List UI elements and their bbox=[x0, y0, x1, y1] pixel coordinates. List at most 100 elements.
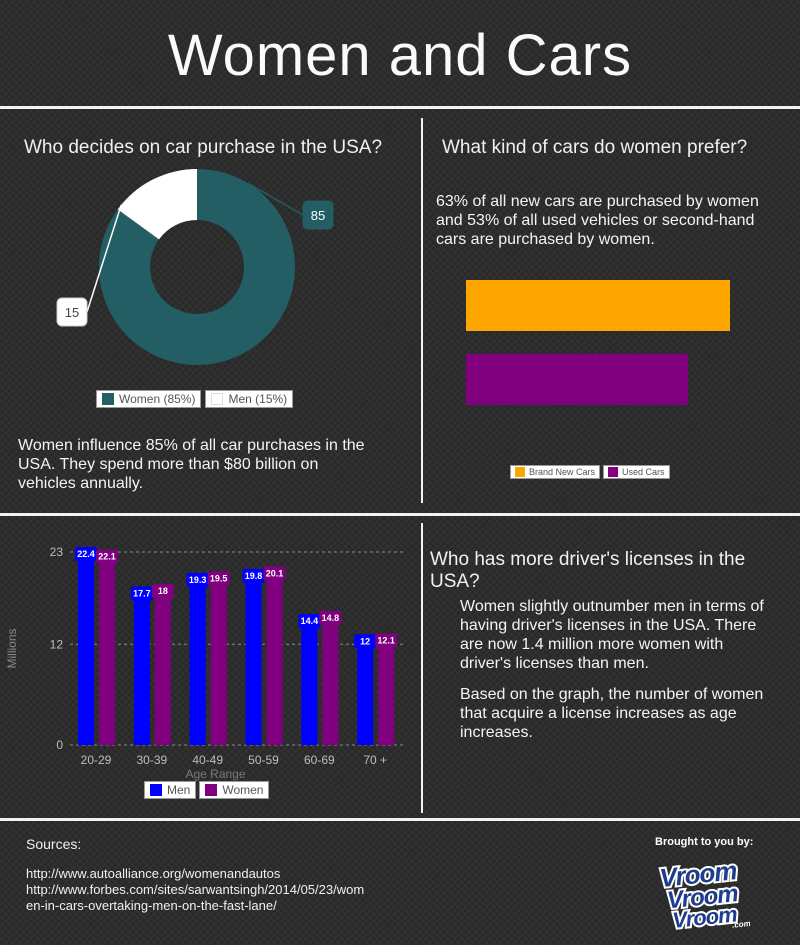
legend-label-women: Women (85%) bbox=[119, 392, 196, 406]
divider-vertical-lower bbox=[421, 523, 423, 813]
data-label-box bbox=[75, 547, 97, 562]
data-label-box bbox=[298, 614, 321, 629]
legend-swatch-women-series bbox=[205, 784, 218, 796]
license-legend: Men Women bbox=[144, 781, 270, 799]
bar-women-20-29 bbox=[99, 559, 115, 745]
legend-swatch-women bbox=[102, 393, 114, 405]
data-label-women: 22.1 bbox=[98, 552, 116, 562]
bar-women-70 bbox=[378, 643, 395, 745]
sources-heading: Sources: bbox=[26, 836, 82, 852]
donut-callout-box-women bbox=[302, 200, 334, 230]
divider-middle bbox=[0, 513, 800, 516]
bar-men-70 bbox=[357, 644, 374, 745]
vroom-logo[interactable]: Vroom Vroom Vroom .com bbox=[650, 855, 750, 933]
license-heading: Who has more driver's licenses in the US… bbox=[430, 549, 746, 592]
data-label-men: 19.3 bbox=[189, 575, 207, 585]
data-label-women: 14.8 bbox=[322, 613, 340, 623]
legend-item-new-cars: Brand New Cars bbox=[510, 465, 601, 479]
pref-bar-new-cars bbox=[466, 280, 730, 331]
divider-vertical-upper bbox=[421, 118, 423, 503]
y-axis-title: Millions bbox=[5, 628, 19, 668]
license-body-1: Women slightly outnumber men in terms of… bbox=[460, 598, 764, 672]
data-label-box bbox=[263, 566, 286, 581]
bar-women-50-59 bbox=[266, 576, 283, 745]
data-label-women: 20.1 bbox=[266, 568, 284, 578]
data-label-men: 14.4 bbox=[301, 616, 319, 626]
data-label-men: 17.7 bbox=[133, 588, 151, 598]
legend-label-men: Men (15%) bbox=[228, 392, 288, 406]
page-title: Women and Cars bbox=[167, 23, 633, 88]
data-label-box bbox=[375, 633, 398, 648]
donut-heading: Who decides on car purchase in the USA? bbox=[24, 137, 383, 158]
donut-legend: Women (85%) Men (15%) bbox=[96, 390, 294, 408]
legend-swatch-men-series bbox=[150, 784, 162, 796]
source-line-3[interactable]: en-in-cars-overtaking-men-on-the-fast-la… bbox=[26, 898, 277, 913]
x-tick-label: 40-49 bbox=[192, 753, 223, 767]
pref-legend: Brand New Cars Used Cars bbox=[510, 465, 670, 479]
data-label-box bbox=[130, 586, 153, 601]
donut-data-label-women: 85 bbox=[311, 208, 325, 223]
donut-callout-line-women bbox=[247, 182, 304, 216]
logo-suffix: .com bbox=[732, 919, 750, 930]
legend-swatch-used-cars bbox=[608, 467, 619, 477]
data-label-box bbox=[151, 583, 174, 598]
bar-men-40-49 bbox=[189, 583, 206, 745]
logo-word-3: Vroom bbox=[671, 901, 738, 933]
data-label-box bbox=[186, 573, 209, 588]
data-label-box bbox=[354, 634, 377, 649]
legend-item-women: Women (85%) bbox=[96, 390, 202, 408]
pref-heading: What kind of cars do women prefer? bbox=[442, 137, 748, 158]
x-tick-label: 60-69 bbox=[304, 753, 335, 767]
source-line-1[interactable]: http://www.autoalliance.org/womenandauto… bbox=[26, 866, 281, 881]
pref-bar-used-cars bbox=[466, 354, 689, 405]
legend-label-women-series: Women bbox=[222, 783, 264, 797]
legend-item-used-cars: Used Cars bbox=[603, 465, 670, 479]
donut-body: Women influence 85% of all car purchases… bbox=[18, 437, 365, 492]
divider-top bbox=[0, 106, 800, 109]
data-label-women: 19.5 bbox=[210, 573, 228, 583]
data-label-box bbox=[96, 549, 118, 564]
divider-bottom bbox=[0, 818, 800, 821]
legend-label-new-cars: Brand New Cars bbox=[529, 467, 596, 477]
y-tick-label: 23 bbox=[50, 545, 64, 559]
x-axis-title: Age Range bbox=[185, 767, 245, 781]
legend-item-men-series: Men bbox=[144, 781, 197, 799]
x-tick-label: 20-29 bbox=[81, 753, 112, 767]
license-body-2: Based on the graph, the number of women … bbox=[460, 686, 764, 741]
data-label-women: 12.1 bbox=[377, 635, 395, 645]
legend-item-men: Men (15%) bbox=[205, 390, 294, 408]
data-label-men: 12 bbox=[360, 636, 370, 646]
data-label-box bbox=[319, 610, 342, 625]
legend-label-used-cars: Used Cars bbox=[622, 467, 665, 477]
pref-body: 63% of all new cars are purchased by wom… bbox=[436, 193, 759, 248]
pref-chart bbox=[466, 280, 730, 405]
donut-chart: 85 15 bbox=[56, 169, 334, 365]
y-tick-label: 0 bbox=[56, 738, 63, 752]
legend-label-men-series: Men bbox=[167, 783, 191, 797]
legend-item-women-series: Women bbox=[199, 781, 270, 799]
donut-slice-men bbox=[117, 169, 197, 240]
y-tick-label: 12 bbox=[50, 637, 64, 651]
x-tick-label: 50-59 bbox=[248, 753, 279, 767]
bar-women-40-49 bbox=[210, 581, 227, 745]
bar-men-20-29 bbox=[78, 557, 94, 745]
data-label-men: 19.8 bbox=[245, 571, 263, 581]
data-label-box bbox=[242, 568, 265, 583]
data-label-box bbox=[207, 571, 230, 586]
x-tick-label: 30-39 bbox=[136, 753, 167, 767]
donut-slice-women bbox=[98, 169, 295, 365]
bar-men-30-39 bbox=[133, 596, 150, 745]
brought-label: Brought to you by: bbox=[655, 836, 754, 848]
bar-women-30-39 bbox=[154, 593, 171, 745]
license-chart: 0 12 23 Millions 22.4 22.1 20-29 17.7 18 30-39 19.… bbox=[5, 545, 405, 781]
data-label-men: 22.4 bbox=[77, 549, 95, 559]
donut-data-label-men: 15 bbox=[65, 305, 79, 320]
source-line-2[interactable]: http://www.forbes.com/sites/sarwantsingh… bbox=[26, 882, 365, 897]
donut-callout-box-men bbox=[56, 297, 88, 327]
x-tick-label: 70 + bbox=[363, 753, 387, 767]
bar-women-60-69 bbox=[322, 620, 339, 745]
legend-swatch-new-cars bbox=[515, 467, 525, 477]
legend-swatch-men bbox=[211, 393, 224, 405]
bar-men-60-69 bbox=[301, 624, 318, 745]
donut-callout-line-men bbox=[86, 204, 122, 313]
